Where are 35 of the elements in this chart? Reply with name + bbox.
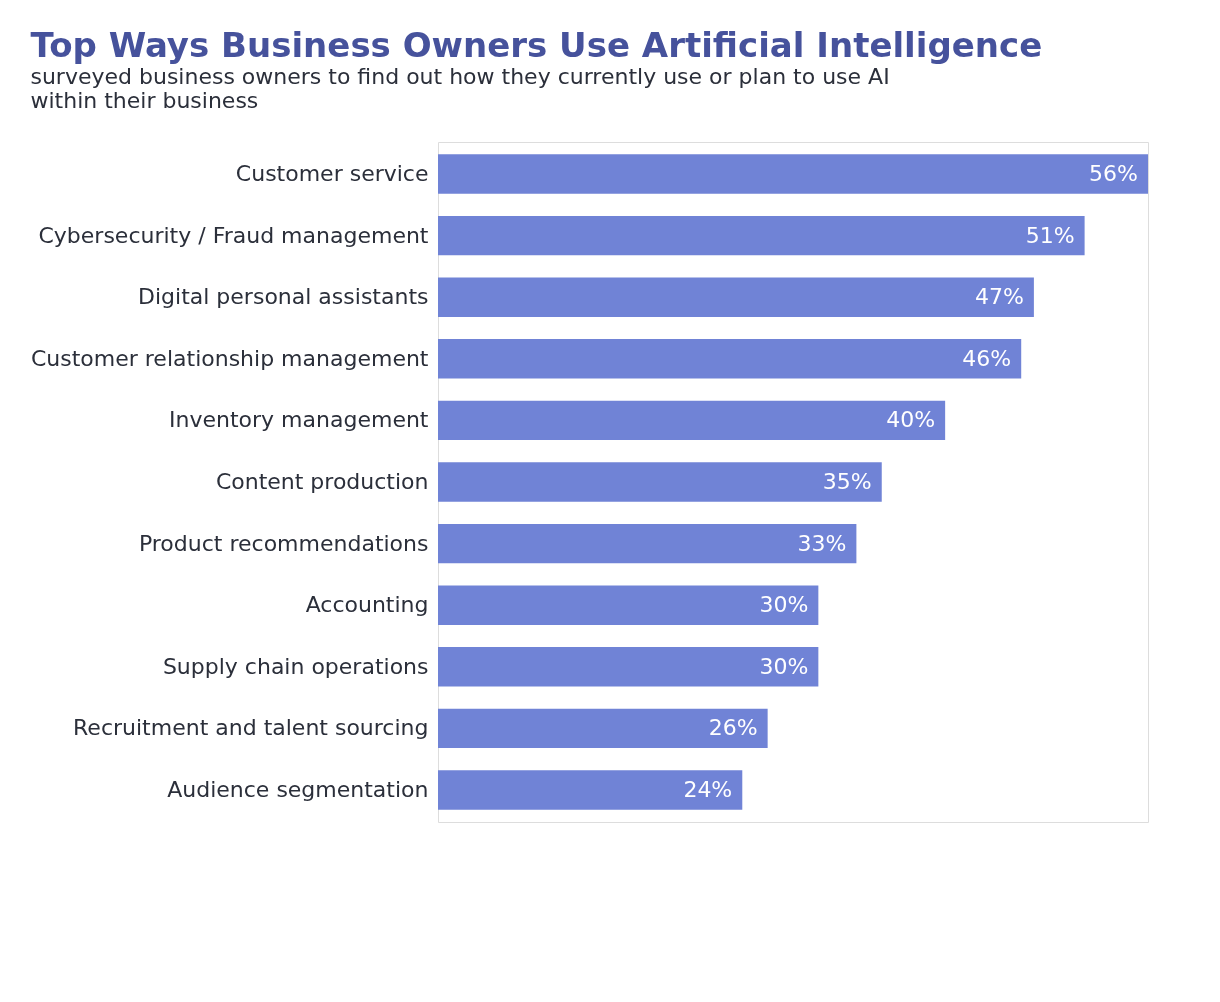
- y-tick-label: Accounting: [305, 592, 429, 618]
- data-label: 40%: [886, 407, 936, 433]
- y-tick-label: Cybersecurity / Fraud management: [38, 222, 429, 248]
- data-label: 46%: [962, 345, 1012, 371]
- bar: [438, 585, 819, 625]
- chart-subtitle: surveyed business owners to find out how they currently use or plan to use AI within their business: [30, 64, 890, 113]
- y-tick-label: Inventory management: [169, 407, 429, 433]
- chart-title: Top Ways Business Owners Use Artificial Intelligence: [30, 25, 1043, 65]
- data-label: 56%: [1089, 161, 1138, 187]
- bar: [438, 523, 857, 564]
- y-tick-label: Customer relationship management: [30, 345, 429, 371]
- data-label: 51%: [1025, 222, 1075, 248]
- y-tick-label: Recruitment and talent sourcing: [73, 715, 429, 741]
- data-label: 35%: [822, 469, 872, 494]
- data-label: 33%: [797, 530, 847, 556]
- data-label: 26%: [708, 715, 758, 741]
- bar: [438, 647, 819, 687]
- data-label: 24%: [683, 776, 733, 802]
- y-tick-label: Digital personal assistants: [138, 284, 429, 310]
- bar: [438, 770, 743, 810]
- y-tick-label: Audience segmentation: [167, 776, 429, 802]
- y-tick-label: Product recommendations: [138, 530, 429, 556]
- bar: [438, 215, 1085, 256]
- bar: [438, 708, 768, 749]
- bar: [438, 154, 1148, 194]
- bar: [438, 339, 1022, 379]
- y-tick-label: Customer service: [235, 161, 429, 187]
- data-label: 47%: [974, 284, 1024, 310]
- data-label: 30%: [759, 653, 809, 679]
- y-tick-label: Content production: [215, 469, 429, 494]
- y-tick-label: Supply chain operations: [162, 653, 429, 679]
- bar: [438, 277, 1034, 317]
- bar: [438, 400, 946, 441]
- data-label: 30%: [759, 592, 809, 618]
- bar: [438, 462, 882, 502]
